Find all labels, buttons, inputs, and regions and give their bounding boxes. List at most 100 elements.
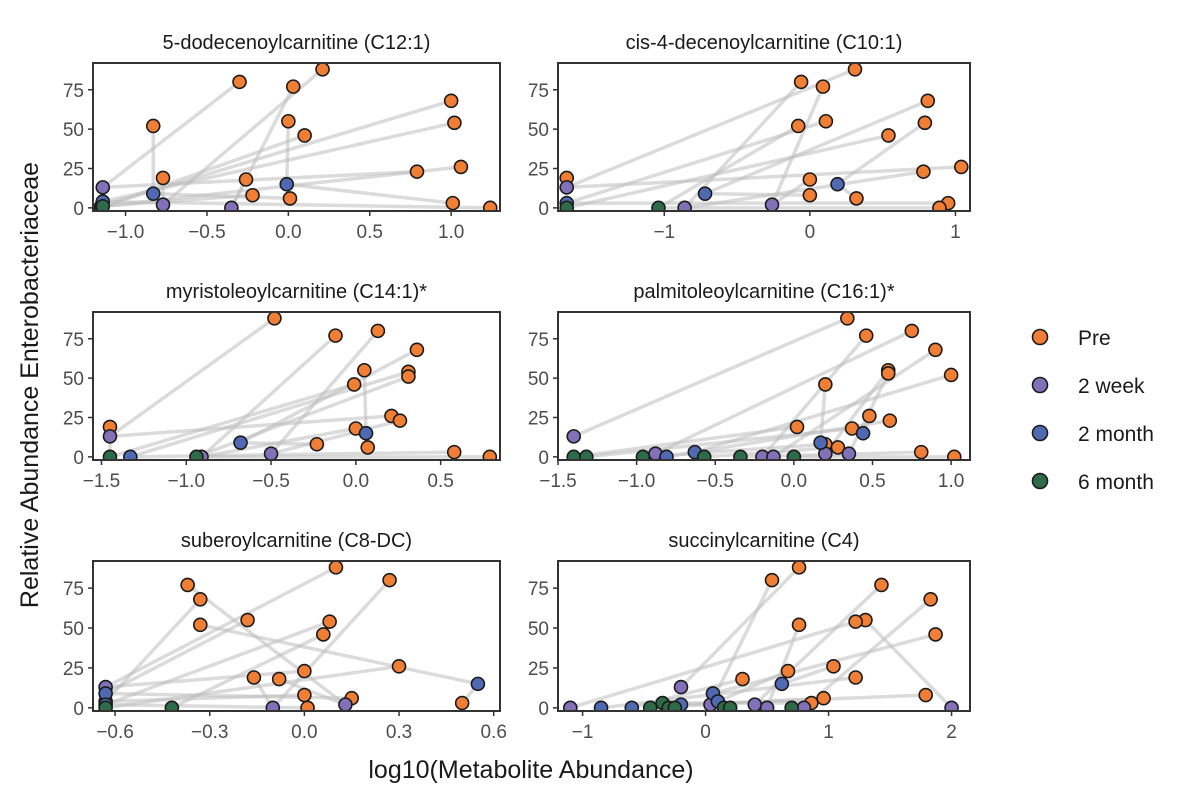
pair-line xyxy=(199,333,338,459)
pair-line xyxy=(103,618,250,696)
x-tick-label: −1.5 xyxy=(539,471,577,492)
data-point xyxy=(791,561,807,575)
pair-line xyxy=(194,374,411,459)
pair-line xyxy=(277,677,348,707)
y-tick-label: 25 xyxy=(528,159,549,180)
data-point xyxy=(722,700,738,711)
data-point xyxy=(391,659,407,674)
x-tick-label: 1.0 xyxy=(438,222,464,243)
pair-lines xyxy=(103,565,480,710)
data-point xyxy=(784,700,799,711)
data-point xyxy=(816,690,831,706)
data-point xyxy=(855,425,871,441)
data-point xyxy=(279,176,295,192)
legend-swatch xyxy=(1031,472,1049,490)
legend-swatch xyxy=(1031,424,1049,442)
data-point xyxy=(246,670,262,685)
y-tick-label: 50 xyxy=(63,369,84,390)
facet-panel: cis-4-decenoylcarnitine (C10:1) 0 25 50 75 −1… xyxy=(528,32,971,243)
data-point xyxy=(943,367,959,383)
data-point xyxy=(482,200,498,211)
data-point xyxy=(780,663,796,679)
y-tick-label: 50 xyxy=(63,120,84,141)
data-point xyxy=(917,115,933,131)
x-tick-label: −1.0 xyxy=(107,222,145,243)
data-point xyxy=(357,362,372,378)
pair-line xyxy=(108,414,394,439)
data-point xyxy=(95,180,111,195)
points xyxy=(102,312,498,460)
data-point xyxy=(145,118,161,134)
data-point xyxy=(847,63,863,77)
data-point xyxy=(882,413,898,428)
data-point xyxy=(123,449,138,460)
x-tick-label: −1 xyxy=(572,722,594,743)
points xyxy=(559,63,969,211)
y-tick-label: 50 xyxy=(528,369,549,390)
panel-frame xyxy=(557,311,971,461)
data-point xyxy=(830,176,845,192)
data-point xyxy=(918,687,934,703)
data-point xyxy=(192,591,208,607)
points xyxy=(98,561,486,711)
pair-line xyxy=(823,368,890,456)
data-point xyxy=(446,444,462,460)
data-point xyxy=(858,328,874,343)
pair-line xyxy=(99,133,307,210)
pair-line xyxy=(653,329,914,456)
x-axis-title: log10(Metabolite Abundance) xyxy=(368,756,693,784)
data-point xyxy=(659,449,674,460)
data-point xyxy=(382,572,397,588)
data-point xyxy=(401,369,416,384)
data-point xyxy=(818,113,834,129)
data-point xyxy=(358,425,374,441)
data-point xyxy=(445,195,461,211)
data-point xyxy=(346,377,362,392)
data-point xyxy=(944,700,959,711)
data-point xyxy=(470,676,486,692)
pair-line xyxy=(151,191,292,201)
data-point xyxy=(482,449,498,460)
pair-line xyxy=(599,675,858,710)
data-point xyxy=(265,700,281,711)
pair-lines xyxy=(564,67,964,210)
data-point xyxy=(793,74,809,90)
data-point xyxy=(826,659,841,674)
data-point xyxy=(453,159,469,175)
panel-frame xyxy=(92,62,501,212)
data-point xyxy=(697,186,713,201)
data-point xyxy=(155,197,171,211)
data-point xyxy=(774,676,790,692)
data-point xyxy=(673,679,689,695)
data-point xyxy=(285,79,301,94)
points xyxy=(563,561,959,711)
pair-line xyxy=(101,169,419,190)
data-point xyxy=(830,440,846,455)
y-tick-label: 25 xyxy=(63,659,84,680)
data-point xyxy=(953,159,969,175)
data-point xyxy=(928,627,943,642)
x-tick-label: 0.0 xyxy=(275,222,301,243)
pair-line xyxy=(238,440,319,447)
data-point xyxy=(802,187,818,203)
data-point xyxy=(392,413,408,428)
data-point xyxy=(677,200,692,211)
y-tick-label: 25 xyxy=(63,159,84,180)
x-tick-label: 0 xyxy=(805,222,816,243)
x-tick-label: −0.5 xyxy=(188,222,226,243)
panel-frame xyxy=(92,560,501,712)
x-tick-label: 0.0 xyxy=(781,471,807,492)
pair-line xyxy=(101,80,242,190)
data-point xyxy=(189,449,204,460)
y-axis-title: Relative Abundance Enterobacteriaceae xyxy=(16,162,44,608)
pair-line xyxy=(564,165,964,190)
data-point xyxy=(920,93,936,109)
data-point xyxy=(164,700,180,711)
y-tick-label: 75 xyxy=(63,81,84,102)
x-tick-label: −0.6 xyxy=(96,722,134,743)
data-point xyxy=(281,113,296,129)
data-point xyxy=(946,449,962,460)
y-tick-label: 0 xyxy=(73,199,84,220)
data-point xyxy=(766,449,781,460)
